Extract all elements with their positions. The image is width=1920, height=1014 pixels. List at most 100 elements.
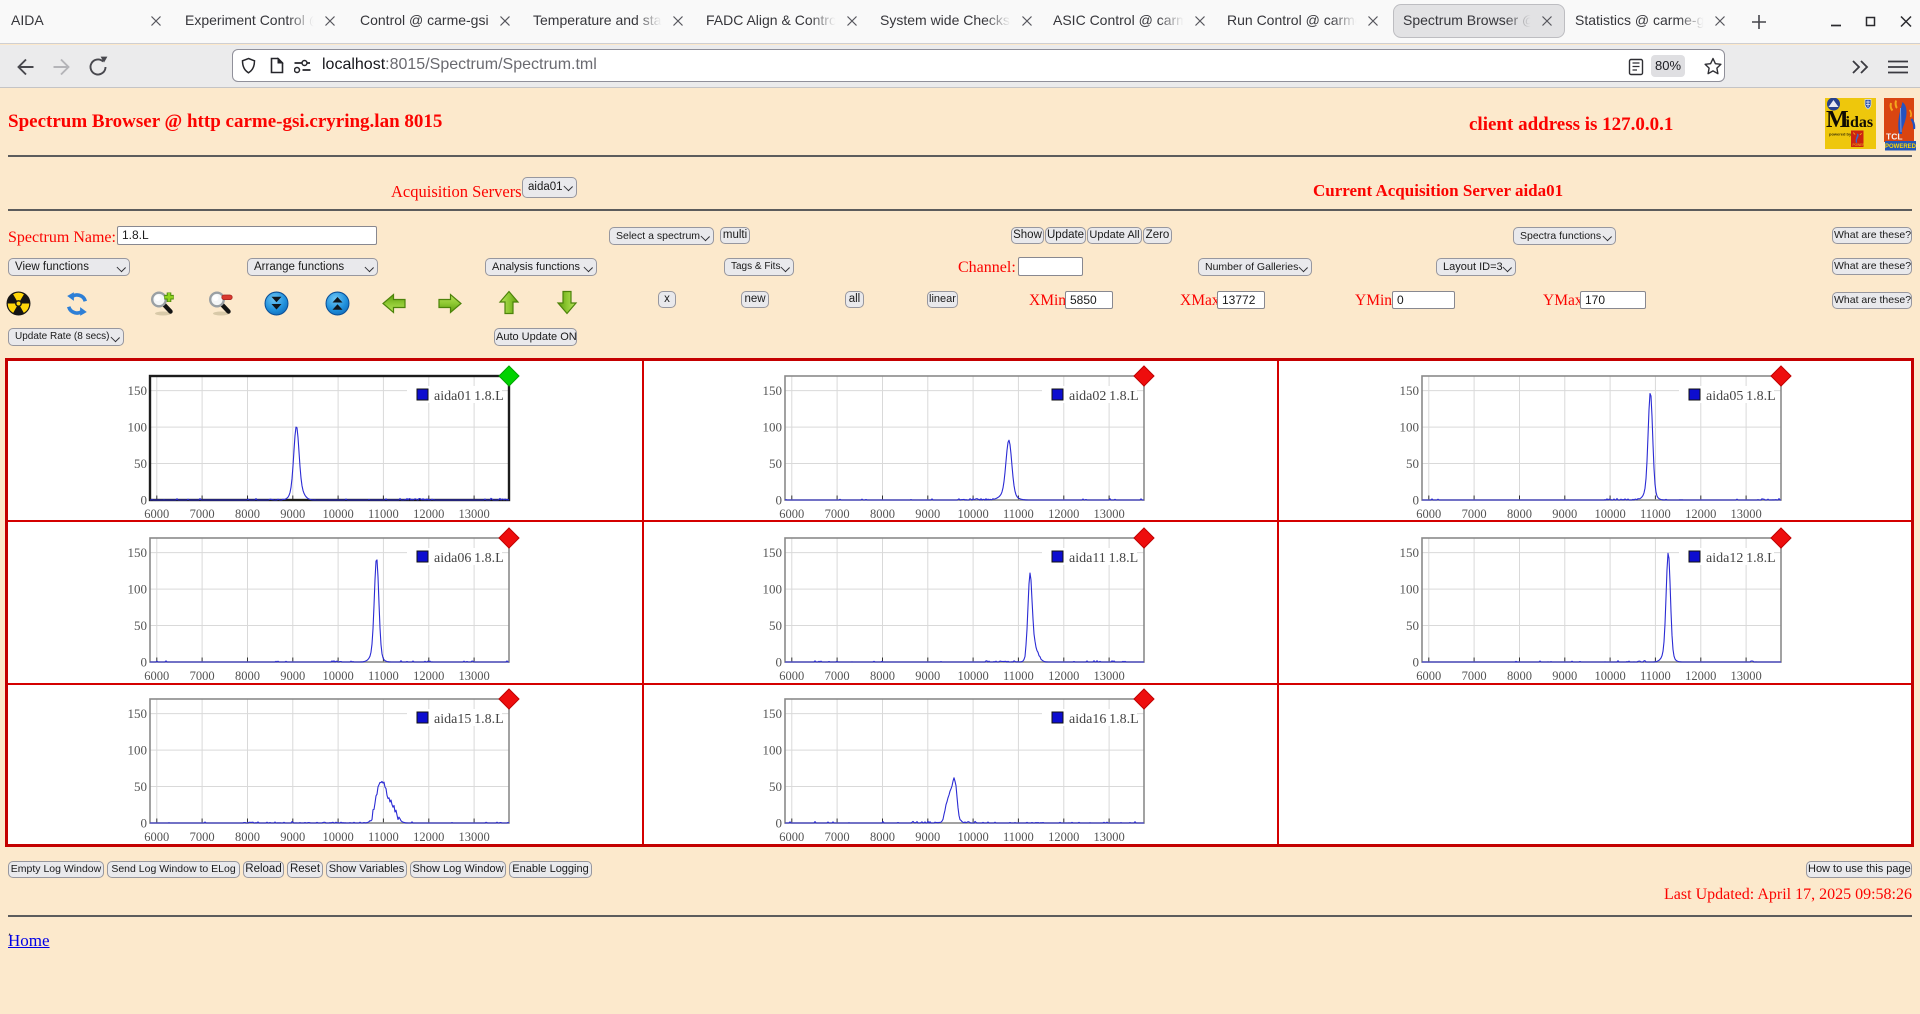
svg-text:9000: 9000 xyxy=(280,830,305,844)
svg-text:12000: 12000 xyxy=(1048,507,1079,521)
svg-text:POWERED: POWERED xyxy=(1853,143,1870,147)
svg-text:aida01 1.8.L: aida01 1.8.L xyxy=(434,389,504,404)
svg-text:50: 50 xyxy=(134,779,147,794)
svg-text:11000: 11000 xyxy=(1640,669,1671,683)
svg-text:9000: 9000 xyxy=(280,507,305,521)
svg-text:10000: 10000 xyxy=(957,669,988,683)
svg-text:0: 0 xyxy=(1413,655,1420,670)
svg-text:11000: 11000 xyxy=(1003,669,1034,683)
svg-text:aida02 1.8.L: aida02 1.8.L xyxy=(1069,389,1139,404)
svg-text:0: 0 xyxy=(141,493,148,508)
svg-text:9000: 9000 xyxy=(915,830,940,844)
svg-text:150: 150 xyxy=(1400,383,1420,398)
svg-text:0: 0 xyxy=(1413,493,1420,508)
svg-text:11000: 11000 xyxy=(1003,507,1034,521)
svg-text:8000: 8000 xyxy=(870,507,895,521)
svg-text:7000: 7000 xyxy=(190,830,215,844)
svg-text:150: 150 xyxy=(128,706,148,721)
svg-text:9000: 9000 xyxy=(915,669,940,683)
svg-text:8000: 8000 xyxy=(235,669,260,683)
svg-text:6000: 6000 xyxy=(1416,669,1441,683)
svg-text:150: 150 xyxy=(763,706,783,721)
svg-text:aida06 1.8.L: aida06 1.8.L xyxy=(434,551,504,566)
svg-text:50: 50 xyxy=(1406,618,1419,633)
svg-text:50: 50 xyxy=(134,456,147,471)
svg-text:13000: 13000 xyxy=(458,507,489,521)
svg-text:8000: 8000 xyxy=(870,830,895,844)
svg-text:9000: 9000 xyxy=(1552,507,1577,521)
svg-text:aida12 1.8.L: aida12 1.8.L xyxy=(1706,551,1776,566)
svg-text:6000: 6000 xyxy=(144,830,169,844)
svg-text:0: 0 xyxy=(776,493,783,508)
svg-text:11000: 11000 xyxy=(368,669,399,683)
svg-text:100: 100 xyxy=(128,743,148,758)
svg-text:50: 50 xyxy=(134,618,147,633)
svg-text:11000: 11000 xyxy=(368,507,399,521)
svg-text:11000: 11000 xyxy=(1640,507,1671,521)
svg-text:10000: 10000 xyxy=(957,830,988,844)
svg-text:9000: 9000 xyxy=(280,669,305,683)
svg-text:50: 50 xyxy=(769,779,782,794)
svg-text:12000: 12000 xyxy=(1048,830,1079,844)
svg-text:50: 50 xyxy=(769,618,782,633)
svg-text:7000: 7000 xyxy=(190,507,215,521)
svg-text:6000: 6000 xyxy=(144,669,169,683)
svg-text:150: 150 xyxy=(763,545,783,560)
svg-text:11000: 11000 xyxy=(368,830,399,844)
svg-text:8000: 8000 xyxy=(1507,507,1532,521)
svg-text:11000: 11000 xyxy=(1003,830,1034,844)
svg-text:100: 100 xyxy=(128,582,148,597)
svg-text:13000: 13000 xyxy=(1730,669,1761,683)
svg-text:12000: 12000 xyxy=(1048,669,1079,683)
svg-text:150: 150 xyxy=(1400,545,1420,560)
svg-text:0: 0 xyxy=(141,655,148,670)
svg-text:13000: 13000 xyxy=(458,669,489,683)
svg-text:7000: 7000 xyxy=(825,669,850,683)
svg-text:50: 50 xyxy=(769,456,782,471)
svg-text:7000: 7000 xyxy=(825,507,850,521)
svg-text:idas: idas xyxy=(1846,114,1874,131)
svg-text:10000: 10000 xyxy=(322,830,353,844)
svg-text:100: 100 xyxy=(1400,582,1420,597)
svg-text:10000: 10000 xyxy=(1594,669,1625,683)
svg-text:12000: 12000 xyxy=(413,669,444,683)
svg-text:6000: 6000 xyxy=(779,669,804,683)
svg-text:8000: 8000 xyxy=(870,669,895,683)
svg-text:M: M xyxy=(1826,107,1849,133)
svg-text:100: 100 xyxy=(763,743,783,758)
svg-text:10000: 10000 xyxy=(1594,507,1625,521)
svg-text:7000: 7000 xyxy=(1462,507,1487,521)
svg-text:9000: 9000 xyxy=(1552,669,1577,683)
svg-text:aida05 1.8.L: aida05 1.8.L xyxy=(1706,389,1776,404)
svg-text:12000: 12000 xyxy=(1685,669,1716,683)
svg-text:150: 150 xyxy=(763,383,783,398)
svg-text:13000: 13000 xyxy=(458,830,489,844)
svg-text:8000: 8000 xyxy=(1507,669,1532,683)
svg-text:100: 100 xyxy=(1400,420,1420,435)
svg-text:aida11 1.8.L: aida11 1.8.L xyxy=(1069,551,1138,566)
svg-text:100: 100 xyxy=(763,582,783,597)
svg-text:150: 150 xyxy=(128,383,148,398)
svg-text:TCL: TCL xyxy=(1886,132,1903,142)
svg-text:0: 0 xyxy=(141,816,148,831)
svg-text:POWERED: POWERED xyxy=(1885,144,1917,150)
svg-text:10000: 10000 xyxy=(322,507,353,521)
svg-text:0: 0 xyxy=(776,655,783,670)
svg-text:6000: 6000 xyxy=(144,507,169,521)
svg-text:6000: 6000 xyxy=(779,830,804,844)
svg-text:7000: 7000 xyxy=(1462,669,1487,683)
svg-text:12000: 12000 xyxy=(413,507,444,521)
svg-text:aida16 1.8.L: aida16 1.8.L xyxy=(1069,712,1139,727)
svg-text:aida15 1.8.L: aida15 1.8.L xyxy=(434,712,504,727)
svg-text:7000: 7000 xyxy=(190,669,215,683)
svg-text:8000: 8000 xyxy=(235,507,260,521)
svg-text:8000: 8000 xyxy=(235,830,260,844)
svg-text:13000: 13000 xyxy=(1093,669,1124,683)
svg-text:6000: 6000 xyxy=(1416,507,1441,521)
svg-text:10000: 10000 xyxy=(322,669,353,683)
svg-text:12000: 12000 xyxy=(1685,507,1716,521)
svg-text:7000: 7000 xyxy=(825,830,850,844)
svg-text:13000: 13000 xyxy=(1093,830,1124,844)
svg-text:13000: 13000 xyxy=(1730,507,1761,521)
svg-text:12000: 12000 xyxy=(413,830,444,844)
